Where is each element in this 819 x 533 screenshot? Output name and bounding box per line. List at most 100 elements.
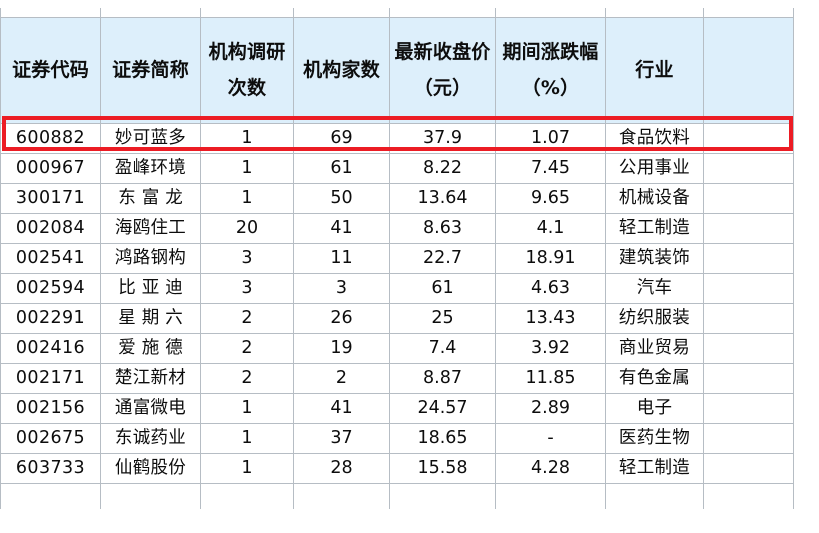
cell-change[interactable]: 18.91 [495,242,606,274]
cell-code[interactable]: 002675 [0,422,101,454]
cell-orgs[interactable]: 37 [293,422,390,454]
cell-visits[interactable]: 3 [200,242,294,274]
cell-change[interactable]: 9.65 [495,182,606,214]
cell-price[interactable]: 24.57 [389,392,496,424]
table-row[interactable]: 002084 海鸥住工 20 41 8.63 4.1 轻工制造 [0,212,794,244]
cell-change[interactable]: 2.89 [495,392,606,424]
cell-code[interactable]: 300171 [0,182,101,214]
cell-name[interactable]: 盈峰环境 [100,152,201,184]
cell-industry[interactable]: 纺织服装 [605,302,704,334]
header-cell-change[interactable]: 期间涨跌幅 （%） [495,16,606,124]
cell-code[interactable]: 002291 [0,302,101,334]
cell-price[interactable]: 61 [389,272,496,304]
cell-industry[interactable]: 轻工制造 [605,452,704,484]
cell-name[interactable]: 海鸥住工 [100,212,201,244]
cell-name[interactable]: 比亚迪 [100,272,201,304]
header-cell-orgs[interactable]: 机构家数 [293,16,390,124]
cell-code[interactable]: 002541 [0,242,101,274]
cell-name[interactable]: 星期六 [100,302,201,334]
table-row[interactable]: 002156 通富微电 1 41 24.57 2.89 电子 [0,392,794,424]
cell-change[interactable]: 11.85 [495,362,606,394]
cell-name[interactable]: 东富龙 [100,182,201,214]
header-cell-name[interactable]: 证券简称 [100,16,201,124]
cell-name[interactable]: 东诚药业 [100,422,201,454]
cell-industry[interactable]: 轻工制造 [605,212,704,244]
header-cell-price[interactable]: 最新收盘价 （元） [389,16,496,124]
header-cell-industry[interactable]: 行业 [605,16,704,124]
cell-industry[interactable]: 食品饮料 [605,122,704,154]
table-row[interactable]: 002675 东诚药业 1 37 18.65 - 医药生物 [0,422,794,454]
cell-change[interactable]: 1.07 [495,122,606,154]
cell-orgs[interactable]: 2 [293,362,390,394]
cell-industry[interactable]: 建筑装饰 [605,242,704,274]
cell-orgs[interactable]: 41 [293,392,390,424]
table-row[interactable]: 002594 比亚迪 3 3 61 4.63 汽车 [0,272,794,304]
cell-code[interactable]: 600882 [0,122,101,154]
cell-name[interactable]: 仙鹤股份 [100,452,201,484]
cell-price[interactable]: 25 [389,302,496,334]
cell-code[interactable]: 000967 [0,152,101,184]
cell-price[interactable]: 15.58 [389,452,496,484]
cell-visits[interactable]: 2 [200,302,294,334]
cell-industry[interactable]: 医药生物 [605,422,704,454]
cell-price[interactable]: 37.9 [389,122,496,154]
cell-change[interactable]: 7.45 [495,152,606,184]
table-row[interactable]: 002291 星期六 2 26 25 13.43 纺织服装 [0,302,794,334]
cell-visits[interactable]: 1 [200,452,294,484]
cell-price[interactable]: 8.87 [389,362,496,394]
cell-visits[interactable]: 3 [200,272,294,304]
cell-code[interactable]: 002156 [0,392,101,424]
cell-price[interactable]: 18.65 [389,422,496,454]
cell-industry[interactable]: 公用事业 [605,152,704,184]
cell-code[interactable]: 002416 [0,332,101,364]
cell-change[interactable]: 13.43 [495,302,606,334]
cell-visits[interactable]: 1 [200,152,294,184]
cell-industry[interactable]: 商业贸易 [605,332,704,364]
cell-name[interactable]: 楚江新材 [100,362,201,394]
cell-name[interactable]: 通富微电 [100,392,201,424]
cell-code[interactable]: 002594 [0,272,101,304]
cell-visits[interactable]: 20 [200,212,294,244]
cell-orgs[interactable]: 26 [293,302,390,334]
cell-orgs[interactable]: 41 [293,212,390,244]
table-row[interactable]: 002541 鸿路钢构 3 11 22.7 18.91 建筑装饰 [0,242,794,274]
cell-change[interactable]: - [495,422,606,454]
cell-orgs[interactable]: 11 [293,242,390,274]
cell-price[interactable]: 13.64 [389,182,496,214]
cell-code[interactable]: 603733 [0,452,101,484]
cell-visits[interactable]: 1 [200,182,294,214]
table-row[interactable]: 300171 东富龙 1 50 13.64 9.65 机械设备 [0,182,794,214]
cell-code[interactable]: 002084 [0,212,101,244]
cell-change[interactable]: 3.92 [495,332,606,364]
cell-orgs[interactable]: 19 [293,332,390,364]
cell-industry[interactable]: 机械设备 [605,182,704,214]
header-cell-code[interactable]: 证券代码 [0,16,101,124]
cell-change[interactable]: 4.63 [495,272,606,304]
cell-name[interactable]: 鸿路钢构 [100,242,201,274]
cell-price[interactable]: 8.63 [389,212,496,244]
cell-orgs[interactable]: 69 [293,122,390,154]
cell-name[interactable]: 妙可蓝多 [100,122,201,154]
cell-industry[interactable]: 汽车 [605,272,704,304]
cell-industry[interactable]: 电子 [605,392,704,424]
cell-visits[interactable]: 1 [200,422,294,454]
cell-orgs[interactable]: 28 [293,452,390,484]
cell-change[interactable]: 4.28 [495,452,606,484]
cell-name[interactable]: 爱施德 [100,332,201,364]
cell-visits[interactable]: 1 [200,122,294,154]
cell-visits[interactable]: 2 [200,362,294,394]
cell-price[interactable]: 7.4 [389,332,496,364]
cell-change[interactable]: 4.1 [495,212,606,244]
cell-industry[interactable]: 有色金属 [605,362,704,394]
table-row[interactable]: 000967 盈峰环境 1 61 8.22 7.45 公用事业 [0,152,794,184]
cell-orgs[interactable]: 61 [293,152,390,184]
table-row[interactable]: 603733 仙鹤股份 1 28 15.58 4.28 轻工制造 [0,452,794,484]
cell-orgs[interactable]: 3 [293,272,390,304]
header-cell-visits[interactable]: 机构调研 次数 [200,16,294,124]
cell-price[interactable]: 8.22 [389,152,496,184]
cell-price[interactable]: 22.7 [389,242,496,274]
cell-visits[interactable]: 1 [200,392,294,424]
table-row[interactable]: 600882 妙可蓝多 1 69 37.9 1.07 食品饮料 [0,122,794,154]
cell-visits[interactable]: 2 [200,332,294,364]
cell-orgs[interactable]: 50 [293,182,390,214]
